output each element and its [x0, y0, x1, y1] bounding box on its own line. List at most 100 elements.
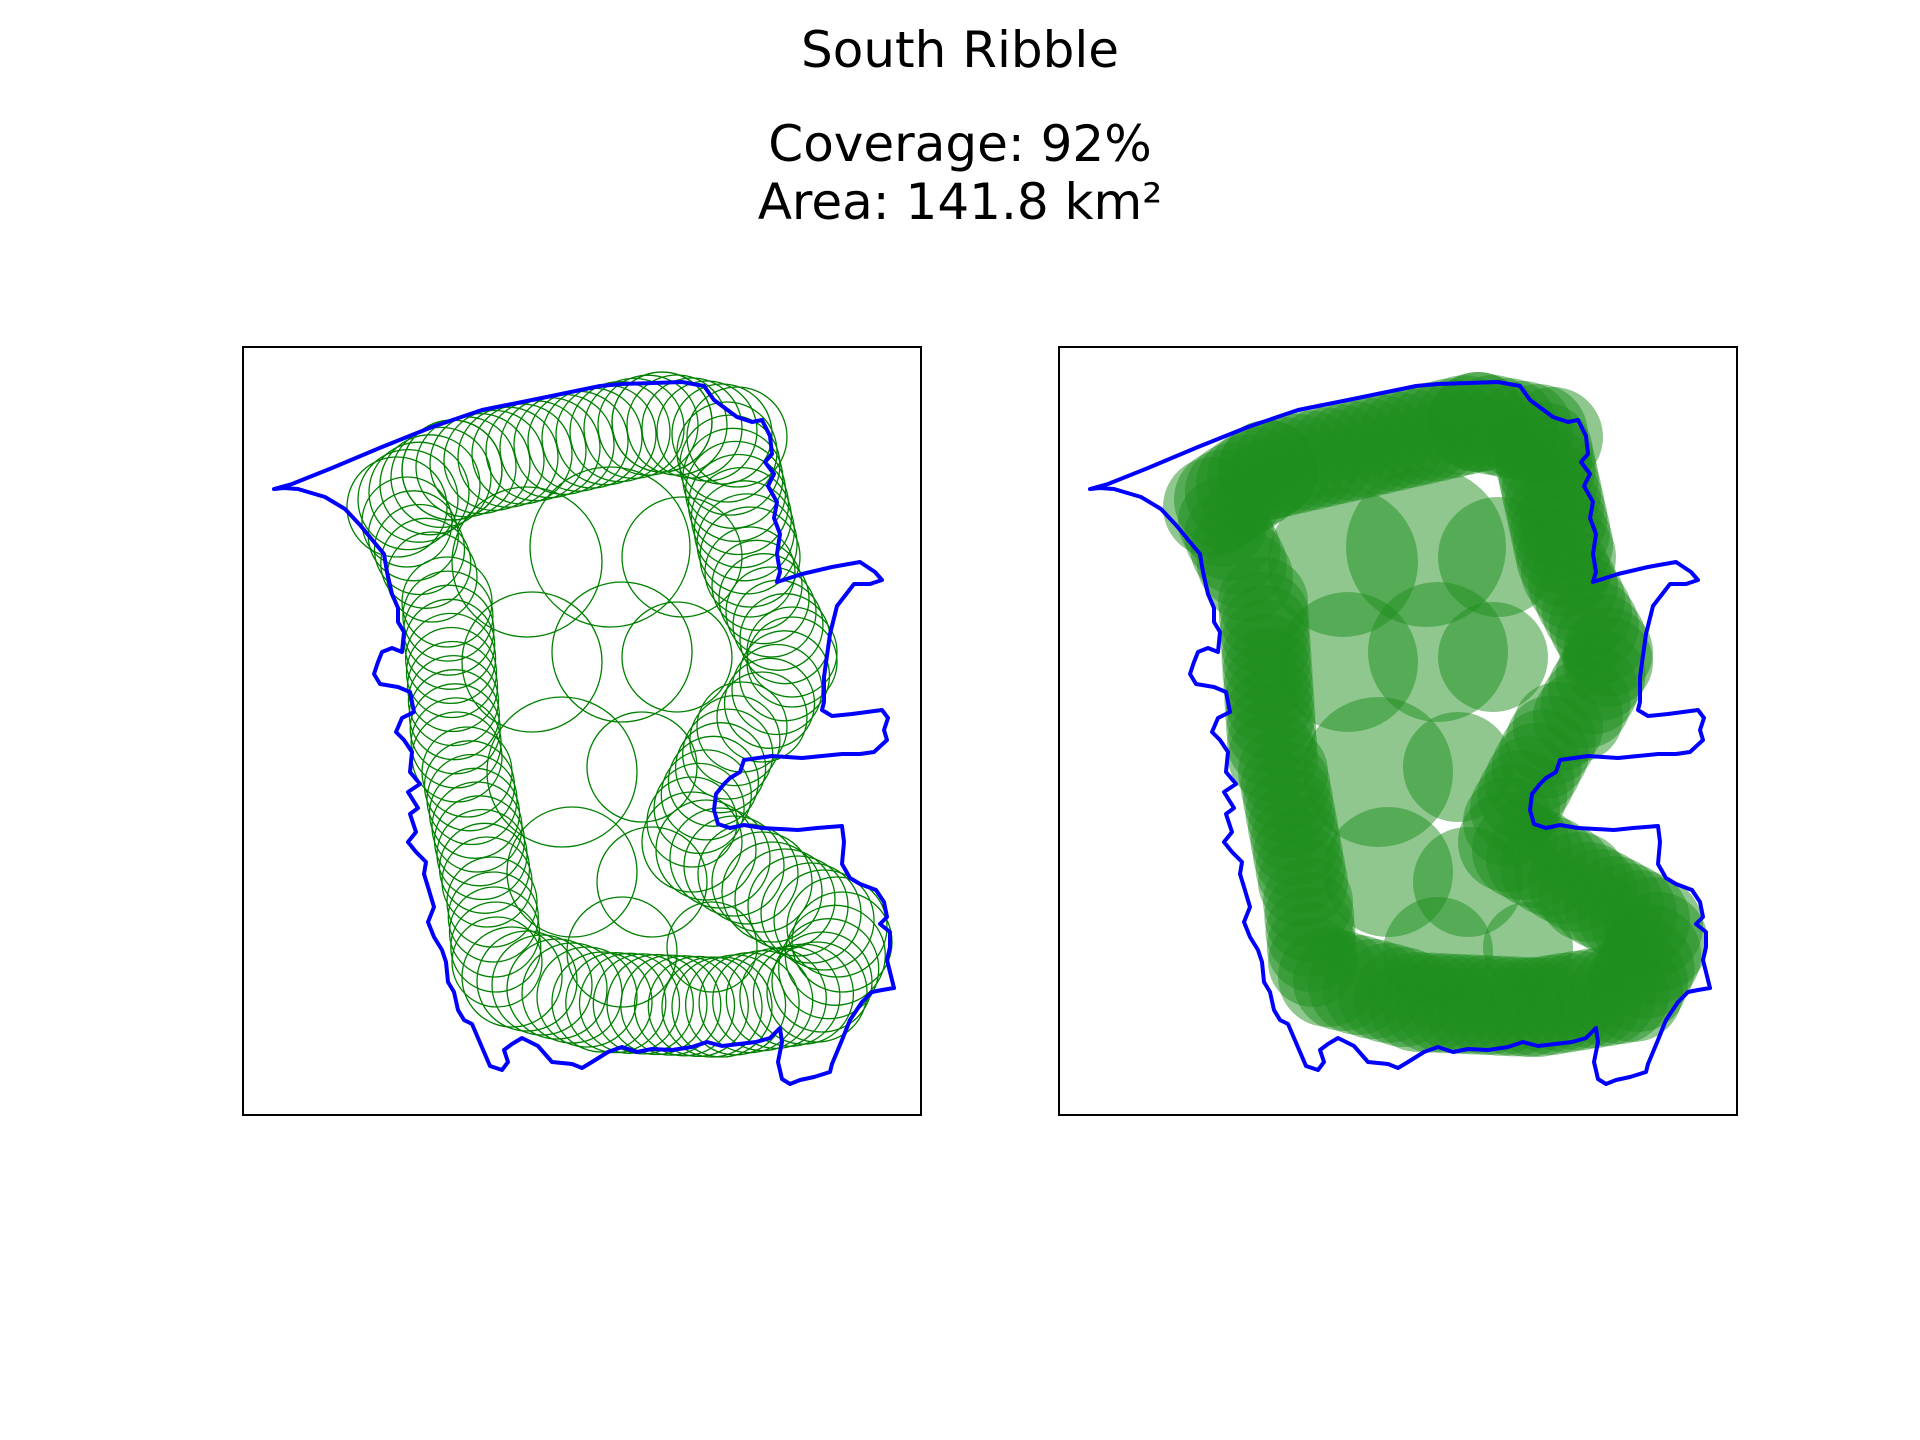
left-circle-28: [676, 401, 778, 503]
left-circle-68: [786, 876, 888, 978]
right-circle-19: [1400, 378, 1500, 479]
left-circle-49: [696, 681, 788, 773]
left-circle-18: [569, 380, 671, 483]
right-circle-128: [1346, 467, 1506, 627]
right-boundary: [1088, 380, 1712, 1086]
left-circle-133: [486, 696, 638, 848]
right-circle-52: [1491, 722, 1582, 813]
right-circle-15: [1344, 391, 1444, 492]
right-circle-34: [1510, 480, 1611, 581]
right-circle-67: [1590, 870, 1690, 970]
right-circle-83: [1450, 955, 1551, 1056]
right-circle-71: [1594, 918, 1695, 1019]
left-circle-96: [451, 916, 543, 1008]
right-circle-59: [1486, 808, 1586, 908]
right-circle-49: [1513, 682, 1603, 772]
right-circle-101: [1258, 837, 1348, 927]
right-circle-29: [1495, 415, 1596, 516]
left-circle-138: [666, 901, 758, 993]
left-circle-57: [641, 791, 743, 893]
left-circle-80: [671, 956, 773, 1058]
right-circle-43: [1563, 607, 1653, 697]
left-circle-137: [566, 896, 678, 1008]
left-circle-132: [621, 601, 733, 713]
right-circle-110: [1228, 712, 1318, 802]
right-circle-107: [1243, 754, 1333, 845]
right-circle-17: [1372, 384, 1472, 485]
right-circle-98: [1265, 887, 1356, 977]
left-circle-82: [647, 955, 749, 1058]
right-circle-103: [1253, 809, 1343, 900]
left-circle-53: [667, 735, 760, 827]
right-circle-73: [1583, 942, 1683, 1042]
left-circle-114: [407, 654, 500, 747]
right-circle-66: [1577, 863, 1677, 963]
left-circle-2: [368, 441, 470, 543]
right-circle-89: [1368, 952, 1468, 1052]
left-circle-38: [711, 539, 803, 631]
right-circle-108: [1240, 740, 1331, 831]
right-circle-16: [1358, 388, 1458, 488]
right-circle-129: [1438, 497, 1558, 617]
left-circle-111: [410, 697, 502, 789]
right-circle-123: [1196, 518, 1287, 609]
right-circle-5: [1218, 420, 1318, 520]
area-label: Area: 141.8 km²: [757, 173, 1163, 231]
left-circle-48: [716, 671, 808, 763]
left-circle-87: [578, 952, 681, 1054]
right-circle-133: [1303, 697, 1453, 847]
left-circle-54: [660, 749, 752, 841]
left-circle-81: [661, 956, 763, 1058]
right-circle-106: [1245, 768, 1336, 859]
right-circle-39: [1535, 553, 1625, 644]
left-circle-92: [506, 938, 608, 1040]
right-circle-114: [1224, 655, 1315, 746]
right-circle-112: [1226, 683, 1317, 774]
left-circle-129: [621, 496, 743, 618]
right-circle-28: [1493, 402, 1593, 502]
left-circle-0: [346, 456, 448, 558]
left-circle-39: [718, 553, 810, 645]
right-circle-58: [1472, 800, 1572, 900]
right-circle-23: [1443, 375, 1543, 475]
right-circle-96: [1268, 917, 1358, 1007]
right-circle-109: [1238, 727, 1328, 817]
right-circle-30: [1498, 428, 1599, 529]
right-circle-21: [1428, 372, 1528, 472]
left-circle-97: [450, 901, 542, 993]
right-circle-81: [1478, 957, 1578, 1057]
right-circle-9: [1260, 410, 1360, 511]
left-circle-4: [390, 426, 492, 529]
right-circle-45: [1555, 630, 1646, 721]
right-circle-50: [1505, 695, 1596, 786]
left-circle-93: [491, 934, 593, 1036]
coverage-label: Coverage: 92%: [768, 115, 1152, 173]
left-circle-35: [696, 493, 798, 595]
right-circle-76: [1542, 948, 1643, 1049]
left-circle-135: [506, 806, 638, 938]
right-circle-72: [1588, 932, 1688, 1032]
right-circle-118: [1220, 599, 1311, 690]
right-circle-97: [1266, 902, 1357, 992]
left-circle-88: [565, 951, 667, 1054]
right-circle-116: [1222, 627, 1313, 718]
right-circle-1: [1174, 449, 1274, 550]
left-circle-123: [380, 517, 472, 609]
right-circle-130: [1278, 592, 1418, 732]
left-circle-116: [405, 626, 498, 719]
figure-title: South Ribble: [801, 21, 1119, 79]
right-circle-60: [1500, 816, 1600, 916]
right-circle-48: [1533, 672, 1623, 762]
left-circle-128: [529, 466, 691, 628]
right-circle-135: [1323, 807, 1453, 937]
left-circle-36: [699, 506, 801, 608]
right-circle-102: [1255, 823, 1346, 914]
right-circle-93: [1308, 935, 1408, 1035]
left-circle-136: [596, 826, 708, 938]
right-circle-80: [1488, 957, 1588, 1057]
right-circle-61: [1514, 824, 1614, 924]
right-circle-11: [1288, 404, 1388, 504]
right-circle-20: [1414, 375, 1514, 476]
right-circle-100: [1263, 857, 1353, 947]
left-circle-98: [448, 886, 541, 978]
